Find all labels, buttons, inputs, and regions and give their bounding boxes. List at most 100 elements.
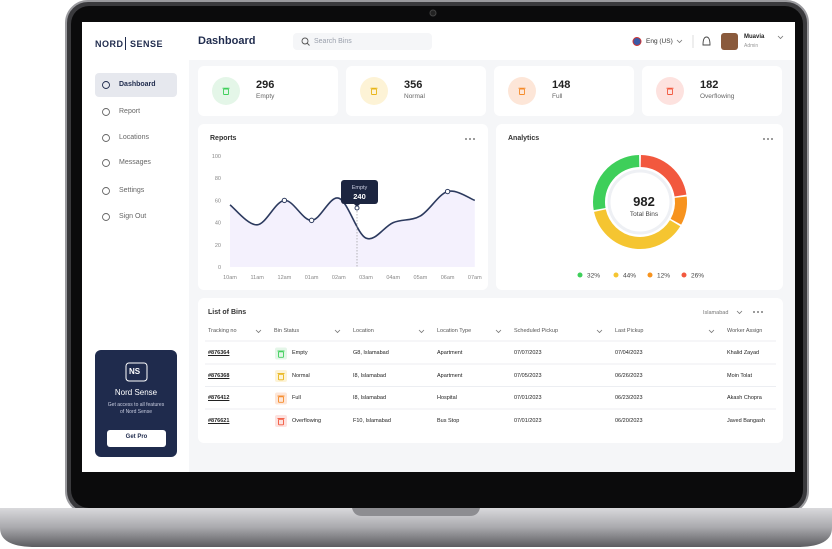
table-cell: 07/05/2023 — [514, 372, 542, 379]
more-icon[interactable] — [761, 311, 763, 313]
stat-icon-bg — [212, 77, 240, 105]
table-cell: Javed Bangash — [727, 417, 765, 424]
y-tick-label: 80 — [215, 176, 221, 182]
table-title: List of Bins — [208, 309, 247, 316]
bin-icon — [667, 88, 673, 95]
more-icon[interactable] — [763, 138, 765, 140]
donut-segment — [594, 209, 681, 249]
table-card — [198, 298, 783, 443]
column-header[interactable]: Location — [353, 328, 374, 334]
table-cell: 06/23/2023 — [615, 395, 643, 401]
nav-item[interactable]: Sign Out — [119, 213, 147, 220]
flag-icon — [632, 37, 642, 46]
table-filter[interactable]: Islamabad — [703, 310, 729, 316]
tooltip-value: 240 — [353, 192, 366, 201]
status-icon-bg — [275, 347, 287, 360]
badge-frame — [125, 362, 148, 382]
more-icon[interactable] — [473, 138, 475, 140]
table-cell[interactable]: #876364 — [208, 350, 230, 356]
point — [281, 197, 288, 204]
promo-text: Get access to all features of Nord Sense — [107, 402, 165, 415]
webcam — [429, 9, 437, 17]
table-cell: G8, Islamabad — [353, 350, 389, 356]
reports-title: Reports — [210, 135, 237, 142]
stat-label: Normal — [404, 93, 425, 100]
stat-label: Empty — [256, 93, 275, 100]
bell-icon[interactable] — [702, 36, 711, 46]
nav-icon[interactable] — [102, 213, 110, 221]
search-box[interactable] — [293, 33, 432, 50]
table-cell: 07/07/2023 — [514, 350, 542, 356]
more-icon[interactable] — [465, 138, 467, 140]
nav-icon[interactable] — [102, 159, 110, 167]
stat-icon-bg — [656, 77, 684, 105]
column-header[interactable]: Location Type — [437, 328, 472, 334]
nav-icon[interactable] — [102, 134, 110, 142]
search-icon — [301, 37, 309, 45]
user-role: Admin — [744, 43, 759, 49]
promo-button-label[interactable]: Get Pro — [125, 434, 148, 440]
table-cell: Apartment — [437, 372, 463, 379]
table-cell: Apartment — [437, 350, 463, 356]
stat-icon-bg — [508, 77, 536, 105]
table-cell[interactable]: #876368 — [208, 372, 230, 379]
column-header[interactable]: Last Pickup — [615, 328, 644, 334]
column-header[interactable]: Tracking no — [208, 328, 237, 334]
more-icon[interactable] — [771, 138, 773, 140]
x-tick-label: 04am — [386, 275, 400, 281]
x-tick-label: 05am — [414, 275, 428, 281]
nav-icon[interactable] — [102, 81, 110, 89]
nav-item[interactable]: Messages — [119, 159, 151, 166]
nav-item[interactable]: Locations — [119, 134, 149, 141]
bin-icon — [278, 351, 284, 358]
stat-icon-bg — [360, 77, 388, 105]
table-cell: Bus Stop — [437, 417, 460, 424]
language[interactable]: Eng (US) — [646, 38, 673, 45]
more-icon[interactable] — [753, 311, 755, 313]
y-tick-label: 60 — [215, 198, 221, 204]
table-cell: Akash Chopra — [727, 395, 762, 401]
nav-item[interactable]: Report — [119, 108, 141, 115]
brand-right: SENSE — [130, 39, 164, 49]
table-cell[interactable]: #876621 — [208, 417, 230, 424]
nav-icon[interactable] — [102, 108, 110, 116]
stat-label: Overflowing — [700, 93, 735, 100]
table-cell: Overflowing — [292, 417, 322, 424]
table-cell: 07/01/2023 — [514, 395, 542, 401]
table-cell: I8, Islamabad — [353, 395, 387, 401]
nav-item[interactable]: Dashboard — [119, 81, 156, 88]
search-icon — [306, 42, 310, 46]
stat-value: 356 — [404, 79, 423, 91]
x-tick-label: 12am — [278, 275, 292, 281]
chevron-icon — [596, 329, 603, 334]
table-cell: Moin Tolat — [727, 372, 752, 379]
avatar[interactable] — [721, 33, 738, 50]
brand-left: NORD — [95, 39, 124, 49]
table-cell[interactable]: #876412 — [208, 395, 230, 401]
chevron-icon — [736, 310, 743, 315]
legend-swatch — [681, 272, 687, 278]
legend-label: 26% — [691, 273, 704, 280]
legend-swatch — [577, 272, 583, 278]
nav-item[interactable]: Settings — [119, 187, 145, 194]
point — [308, 217, 315, 224]
column-header[interactable]: Scheduled Pickup — [514, 328, 559, 334]
search-placeholder[interactable]: Search Bins — [314, 38, 352, 45]
more-icon[interactable] — [767, 138, 769, 140]
donut-total: 982 — [633, 194, 655, 209]
nav-icon[interactable] — [102, 187, 110, 195]
column-header[interactable]: Worker Assign — [727, 328, 763, 334]
x-tick-label: 06am — [441, 275, 455, 281]
more-icon[interactable] — [757, 311, 759, 313]
y-tick-label: 100 — [212, 154, 221, 160]
notch — [352, 508, 480, 516]
more-icon[interactable] — [469, 138, 471, 140]
table-cell: F10, Islamabad — [353, 417, 391, 424]
status-icon-bg — [275, 392, 287, 405]
chevron-icon — [495, 329, 502, 334]
tooltip — [341, 180, 378, 204]
column-header[interactable]: Bin Status — [274, 328, 300, 334]
chevron-icon — [334, 329, 341, 334]
promo-button[interactable] — [107, 430, 166, 447]
